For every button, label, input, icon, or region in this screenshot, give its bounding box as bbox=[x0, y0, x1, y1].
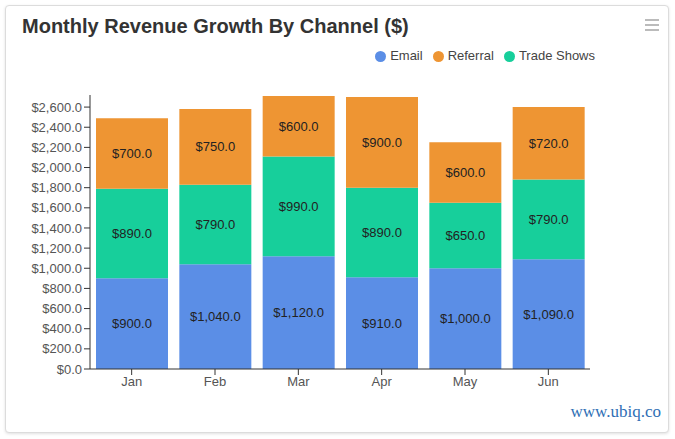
svg-text:$2,200.0: $2,200.0 bbox=[31, 140, 82, 155]
svg-text:$600.0: $600.0 bbox=[445, 165, 485, 180]
svg-text:$1,040.0: $1,040.0 bbox=[190, 309, 241, 324]
html-text:Monthly Revenue Growth By Chan: Monthly Revenue Growth By Channel ($) bbox=[22, 15, 409, 37]
svg-text:$1,090.0: $1,090.0 bbox=[523, 307, 574, 322]
html-text:Referral: Referral bbox=[447, 48, 494, 63]
svg-text:$750.0: $750.0 bbox=[195, 139, 235, 154]
svg-text:$2,400.0: $2,400.0 bbox=[31, 120, 82, 135]
svg-text:$1,120.0: $1,120.0 bbox=[273, 305, 324, 320]
svg-text:$790.0: $790.0 bbox=[195, 217, 235, 232]
svg-text:$1,600.0: $1,600.0 bbox=[31, 200, 82, 215]
svg-text:$0.0: $0.0 bbox=[57, 362, 82, 377]
svg-text:$720.0: $720.0 bbox=[529, 136, 569, 151]
svg-text:$2,000.0: $2,000.0 bbox=[31, 160, 82, 175]
svg-text:$890.0: $890.0 bbox=[362, 225, 402, 240]
svg-text:$700.0: $700.0 bbox=[112, 146, 152, 161]
svg-text:$900.0: $900.0 bbox=[362, 135, 402, 150]
svg-text:$1,400.0: $1,400.0 bbox=[31, 221, 82, 236]
svg-text:$200.0: $200.0 bbox=[42, 341, 82, 356]
svg-text:$1,000.0: $1,000.0 bbox=[31, 261, 82, 276]
svg-text:Mar: Mar bbox=[287, 374, 310, 389]
svg-text:Jan: Jan bbox=[121, 374, 142, 389]
html-text:Trade Shows: Trade Shows bbox=[518, 48, 595, 63]
html-text:Email: Email bbox=[390, 48, 423, 63]
svg-text:$890.0: $890.0 bbox=[112, 226, 152, 241]
svg-text:$2,600.0: $2,600.0 bbox=[31, 100, 82, 115]
svg-text:$990.0: $990.0 bbox=[279, 199, 319, 214]
svg-text:$1,000.0: $1,000.0 bbox=[440, 311, 491, 326]
svg-text:Feb: Feb bbox=[204, 374, 226, 389]
svg-text:$900.0: $900.0 bbox=[112, 316, 152, 331]
svg-text:May: May bbox=[453, 374, 478, 389]
svg-text:$800.0: $800.0 bbox=[42, 281, 82, 296]
html-text:www.ubiq.co: www.ubiq.co bbox=[570, 402, 661, 421]
svg-text:$1,200.0: $1,200.0 bbox=[31, 241, 82, 256]
svg-text:$650.0: $650.0 bbox=[445, 228, 485, 243]
svg-text:$600.0: $600.0 bbox=[42, 301, 82, 316]
svg-text:$910.0: $910.0 bbox=[362, 316, 402, 331]
svg-text:$1,800.0: $1,800.0 bbox=[31, 180, 82, 195]
svg-text:Jun: Jun bbox=[538, 374, 559, 389]
svg-text:Apr: Apr bbox=[372, 374, 393, 389]
svg-text:$600.0: $600.0 bbox=[279, 119, 319, 134]
svg-text:$790.0: $790.0 bbox=[529, 212, 569, 227]
svg-text:$400.0: $400.0 bbox=[42, 321, 82, 336]
